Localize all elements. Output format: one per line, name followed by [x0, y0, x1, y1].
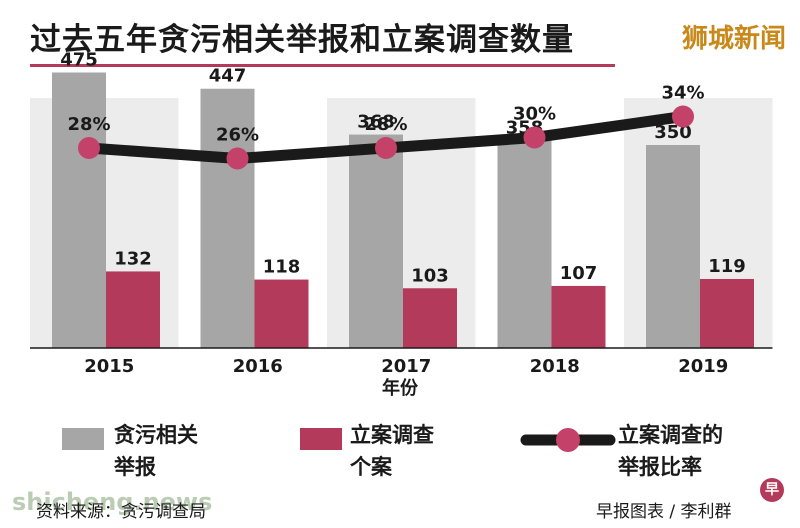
legend-reports-swatch: [62, 428, 104, 450]
rate-point-2016: [226, 147, 249, 170]
x-tick-label-2017: 2017: [381, 356, 431, 377]
bar-cases-2019: [700, 278, 754, 348]
rate-label-2016: 26%: [216, 125, 259, 146]
data-label-reports-2016: 447: [209, 66, 247, 87]
legend-ratio-swatch: [520, 428, 616, 452]
legend-cases-swatch: [300, 428, 342, 450]
x-tick-label-2015: 2015: [84, 356, 134, 377]
credit-note: 早报图表 / 李利群: [596, 502, 732, 522]
bar-reports-2016: [200, 88, 255, 349]
data-label-cases-2017: 103: [411, 265, 449, 286]
bar-reports-2019: [646, 145, 700, 348]
legend-ratio-label-line1: 立案调查的: [618, 423, 723, 447]
x-axis-label: 年份: [382, 377, 419, 399]
brand-logo-text: 狮城新闻: [681, 24, 786, 54]
bar-cases-2015: [106, 271, 160, 348]
bar-reports-2017: [349, 134, 403, 348]
rate-point-2018: [523, 126, 546, 149]
legend-ratio-label-line2: 举报比率: [618, 455, 702, 479]
rate-point-2015: [78, 137, 100, 159]
legend-cases-label-line1: 立案调查: [350, 423, 434, 447]
rate-label-2019: 34%: [661, 83, 704, 104]
title-underline: [30, 64, 615, 67]
rate-point-2017: [375, 137, 397, 159]
data-label-reports-2015: 475: [60, 50, 98, 71]
bar-cases-2017: [403, 288, 457, 348]
data-label-cases-2016: 118: [263, 257, 301, 278]
legend-reports-label-line1: 贪污相关: [114, 423, 198, 447]
bar-reports-2015: [52, 72, 106, 348]
zaobao-logo: 早: [760, 478, 784, 502]
data-label-cases-2019: 119: [708, 256, 746, 277]
bar-line-chart: 4751322015447118201636810320173581072018…: [30, 50, 773, 399]
chart-title: 过去五年贪污相关举报和立案调查数量: [30, 22, 574, 58]
x-tick-label-2016: 2016: [233, 356, 283, 377]
bar-cases-2018: [551, 285, 606, 348]
rate-label-2017: 28%: [364, 114, 407, 135]
x-tick-label-2019: 2019: [678, 356, 728, 377]
x-tick-label-2018: 2018: [530, 356, 580, 377]
legend-cases-label-line2: 个案: [350, 455, 392, 479]
rate-label-2015: 28%: [67, 114, 110, 135]
rate-label-2018: 30%: [513, 104, 556, 125]
data-label-cases-2015: 132: [114, 248, 152, 269]
legend-reports: 贪污相关 举报: [62, 420, 282, 484]
data-label-reports-2017: 368: [357, 112, 395, 133]
legend-reports-label-line2: 举报: [114, 455, 156, 479]
data-label-cases-2018: 107: [560, 263, 598, 284]
source-note: 资料来源：贪污调查局: [36, 502, 206, 522]
bar-cases-2016: [254, 279, 309, 348]
legend-ratio: 立案调查的 举报比率: [520, 420, 780, 484]
rate-point-2019: [672, 105, 694, 128]
bar-reports-2018: [497, 140, 552, 348]
legend-cases: 立案调查 个案: [300, 420, 500, 484]
